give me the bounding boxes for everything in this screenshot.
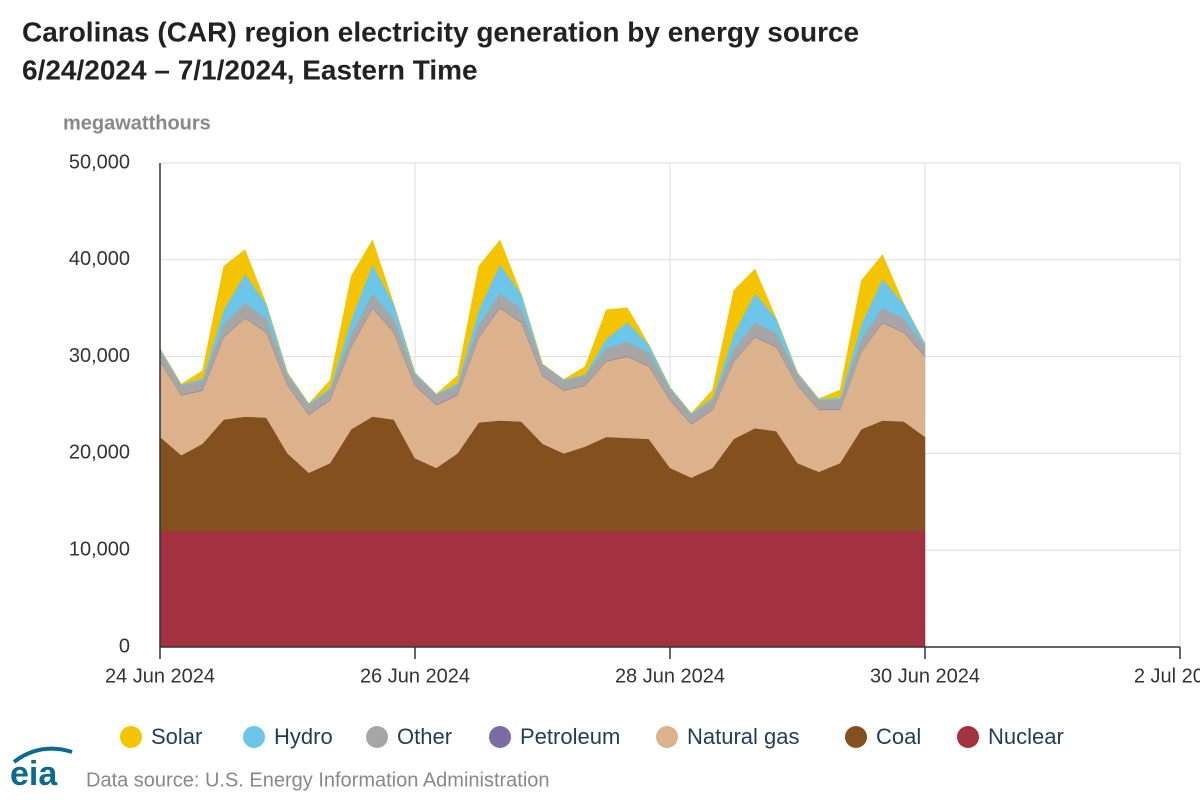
area [159, 530, 926, 648]
legend-swatch [845, 726, 867, 748]
y-tick-label: 20,000 [69, 442, 130, 464]
legend-swatch [120, 726, 142, 748]
x-tick-label: 28 Jun 2024 [615, 665, 725, 687]
y-tick-label: 40,000 [69, 248, 130, 270]
chart-subtitle: 6/24/2024 – 7/1/2024, Eastern Time [22, 54, 478, 85]
y-tick-label: 50,000 [69, 151, 130, 173]
y-tick-label: 10,000 [69, 538, 130, 560]
legend-label: Natural gas [687, 724, 800, 749]
y-tick-label: 30,000 [69, 345, 130, 367]
legend-label: Coal [876, 724, 921, 749]
legend-label: Nuclear [988, 724, 1064, 749]
legend-label: Hydro [274, 724, 333, 749]
source-note: Data source: U.S. Energy Information Adm… [86, 769, 550, 791]
x-tick-label: 24 Jun 2024 [105, 665, 215, 687]
legend-label: Other [397, 724, 452, 749]
chart-title: Carolinas (CAR) region electricity gener… [22, 16, 859, 47]
legend-swatch [366, 726, 388, 748]
legend-swatch [656, 726, 678, 748]
y-tick-label: 0 [119, 635, 130, 657]
legend-label: Petroleum [520, 724, 620, 749]
legend-swatch [243, 726, 265, 748]
area [159, 239, 926, 414]
logo-swoosh [12, 746, 73, 764]
legend-swatch [489, 726, 511, 748]
x-tick-label: 2 Jul 2024 [1134, 665, 1200, 687]
legend-label: Solar [151, 724, 202, 749]
x-tick-label: 30 Jun 2024 [870, 665, 980, 687]
y-axis-label: megawatthours [63, 112, 211, 134]
legend-swatch [957, 726, 979, 748]
x-tick-label: 26 Jun 2024 [360, 665, 470, 687]
